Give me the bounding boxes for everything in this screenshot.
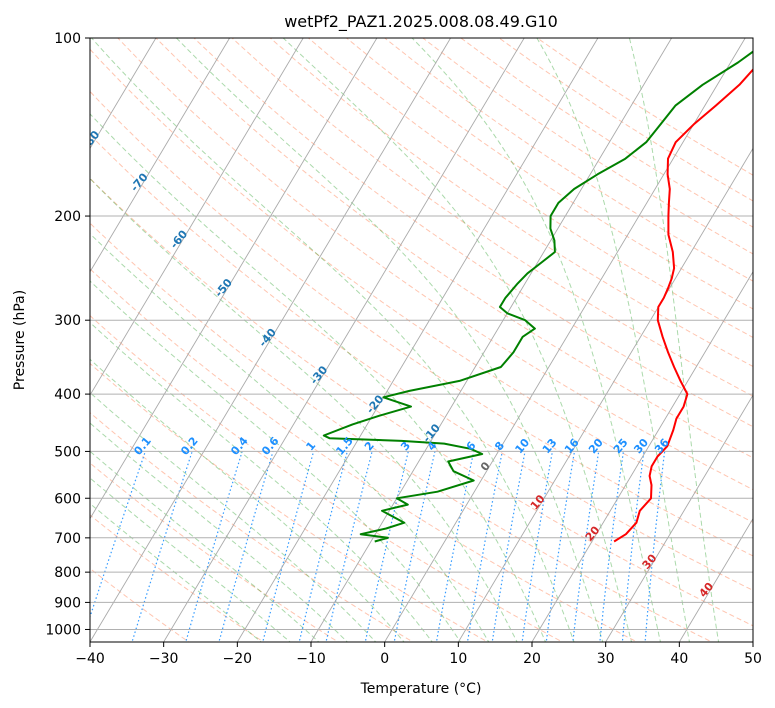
dewpoint-line [322,50,753,543]
plot-area: 0.10.20.40.611.52346810131620253036-100-… [90,38,753,642]
dry-adiabat [193,38,753,428]
x-tick-label: 50 [744,651,762,667]
isotherm [605,394,753,642]
y-tick-label: 700 [54,531,81,547]
x-tick-label: −20 [223,651,253,667]
dry-adiabat [90,314,564,642]
mixing-ratio-line [364,451,409,642]
y-tick-label: 500 [54,444,81,460]
mixing-ratio-line [393,451,436,642]
x-tick-label: −40 [75,651,105,667]
dry-adiabat [231,38,753,397]
isotherm [531,270,753,642]
x-tick-label: 0 [380,651,389,667]
moist-adiabat [90,502,262,642]
isotherm [678,517,753,642]
isotherm [310,38,673,642]
y-tick-label: 200 [54,209,81,225]
isotherm [90,38,304,397]
y-tick-label: 400 [54,387,81,403]
isotherm [90,38,378,520]
mixing-ratio-lines [90,451,666,642]
y-tick-label: 1000 [45,622,81,638]
y-tick-label: 300 [54,313,81,329]
profile-series [322,50,753,543]
y-tick-label: 900 [54,595,81,611]
x-tick-label: −30 [149,651,179,667]
plot-frame [89,37,754,643]
dry-adiabat [90,48,753,523]
isotherms [90,38,753,642]
moist-adiabat [90,113,547,642]
moist-adiabat [90,450,320,642]
y-tick-label: 100 [54,31,81,47]
mixing-ratio-line [218,451,274,642]
isotherm [236,38,599,642]
dry-adiabat [269,38,753,368]
moist-adiabat [90,321,433,642]
moist-adiabat [90,477,291,642]
moist-adiabat [90,358,405,642]
mixing-ratio-line [298,451,348,642]
mixing-ratio-line [325,451,373,642]
y-axis-label: Pressure (hPa) [12,290,28,390]
chart-title: wetPf2_PAZ1.2025.008.08.49.G10 [284,12,558,32]
temperature-line [613,68,753,543]
x-tick-label: 20 [523,651,541,667]
moist-adiabat [90,422,349,642]
moist-adiabat [90,391,377,642]
x-tick-label: 10 [449,651,467,667]
pressure-gridlines [90,38,753,630]
mixing-ratio-line [185,451,243,642]
isotherm [90,38,157,150]
x-axis-label: Temperature (°C) [360,681,482,697]
y-tick-label: 800 [54,565,81,581]
isotherm [90,38,231,273]
x-tick-label: −10 [296,651,326,667]
moist-adiabat [90,280,462,642]
isotherm [384,38,746,642]
dry-adiabat [90,90,753,557]
x-tick-label: 40 [670,651,688,667]
dry-adiabat [90,462,340,642]
x-tick-label: 30 [597,651,615,667]
mixing-ratio-line [90,451,146,619]
isotherm [457,147,753,642]
y-tick-label: 600 [54,491,81,507]
mixing-ratio-line [435,451,475,642]
isotherm [90,38,452,642]
dry-adiabat [90,133,753,591]
isotherm [163,38,525,642]
y-axis: 100 200 300 400 500 600 700 800 900 1000 [45,31,90,638]
moist-adiabat [90,233,490,642]
x-axis: −40 −30 −20 −10 0 10 20 30 40 50 [75,642,762,667]
dry-adiabat [90,177,753,627]
